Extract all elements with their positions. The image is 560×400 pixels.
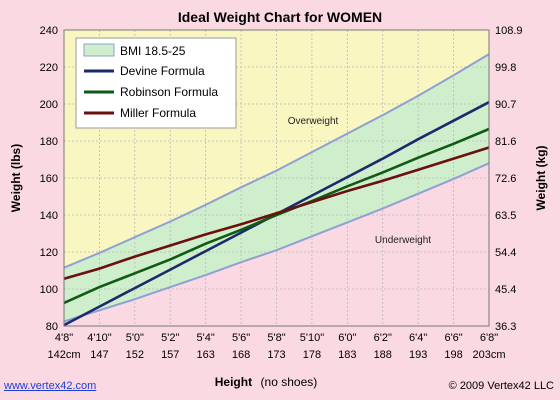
y-tick-label-kg: 36.3 [495, 321, 516, 333]
y-tick-label-lbs: 120 [40, 247, 58, 259]
plot-border [63, 29, 490, 327]
y-tick-label-kg: 45.4 [495, 284, 516, 296]
x-tick-label-ft: 5'0" [126, 332, 144, 344]
y-tick-label-kg: 90.7 [495, 99, 516, 111]
underweight-annotation: Underweight [375, 235, 431, 246]
x-axis-label-note: (no shoes) [261, 375, 318, 389]
x-tick-label-ft: 6'4" [409, 332, 427, 344]
y-tick-label-kg: 54.4 [495, 247, 516, 259]
x-tick-label-cm: 157 [161, 349, 179, 361]
x-axis-label: Height [215, 375, 252, 389]
y-tick-label-lbs: 200 [40, 99, 58, 111]
y-tick-label-kg: 63.5 [495, 210, 516, 222]
legend-swatch-bmi-band [83, 43, 115, 57]
series-line-robinson-formula [63, 127, 490, 305]
footer-copyright: © 2009 Vertex42 LLC [448, 380, 554, 392]
x-tick-label-cm: 178 [303, 349, 321, 361]
footer-website-link[interactable]: www.vertex42.com [4, 380, 97, 392]
x-axis-title: Height (no shoes) [215, 373, 318, 390]
y-tick-label-lbs: 240 [40, 25, 58, 37]
y-tick-label-lbs: 100 [40, 284, 58, 296]
y-tick-label-lbs: 220 [40, 62, 58, 74]
x-tick-label-ft: 5'4" [197, 332, 215, 344]
x-tick-label-cm: 173 [267, 349, 285, 361]
y-tick-label-lbs: 80 [46, 321, 58, 333]
underweight-region [64, 163, 489, 326]
overweight-annotation: Overweight [288, 116, 339, 127]
x-tick-label-ft: 6'6" [444, 332, 462, 344]
x-tick-label-cm: 183 [338, 349, 356, 361]
legend-label-devine-formula: Devine Formula [120, 64, 205, 78]
legend-label-bmi-band: BMI 18.5-25 [120, 44, 186, 58]
chart-title: Ideal Weight Chart for WOMEN [178, 9, 382, 25]
x-tick-label-ft: 6'2" [374, 332, 392, 344]
x-tick-label-cm: 188 [374, 349, 392, 361]
x-tick-label-cm: 193 [409, 349, 427, 361]
x-tick-label-ft: 5'8" [267, 332, 285, 344]
y-tick-label-kg: 72.6 [495, 173, 516, 185]
x-tick-label-cm: 168 [232, 349, 250, 361]
y-tick-label-kg: 108.9 [495, 25, 523, 37]
y-tick-label-lbs: 160 [40, 173, 58, 185]
x-tick-label-cm: 163 [196, 349, 214, 361]
x-tick-label-cm: 203cm [472, 349, 505, 361]
x-tick-label-cm: 147 [90, 349, 108, 361]
x-tick-label-ft: 6'0" [338, 332, 356, 344]
x-tick-label-ft: 5'10" [300, 332, 324, 344]
x-tick-label-ft: 5'6" [232, 332, 250, 344]
legend-label-robinson-formula: Robinson Formula [120, 85, 218, 99]
y-tick-label-lbs: 140 [40, 210, 58, 222]
x-tick-label-ft: 4'10" [87, 332, 111, 344]
y-tick-label-kg: 81.6 [495, 136, 516, 148]
bmi-band-upper-edge [63, 53, 490, 269]
y-axis-label-right: Weight (kg) [534, 145, 548, 210]
legend-label-miller-formula: Miller Formula [120, 106, 196, 120]
x-tick-label-cm: 142cm [47, 349, 80, 361]
x-tick-label-ft: 4'8" [55, 332, 73, 344]
x-tick-label-ft: 5'2" [161, 332, 179, 344]
y-tick-label-lbs: 180 [40, 136, 58, 148]
y-tick-label-kg: 99.8 [495, 62, 516, 74]
x-tick-label-cm: 198 [444, 349, 462, 361]
bmi-band-lower-edge [63, 162, 490, 323]
x-tick-label-ft: 6'8" [480, 332, 498, 344]
series-line-miller-formula [63, 146, 490, 281]
x-tick-label-cm: 152 [126, 349, 144, 361]
y-axis-label-left: Weight (lbs) [9, 144, 23, 212]
